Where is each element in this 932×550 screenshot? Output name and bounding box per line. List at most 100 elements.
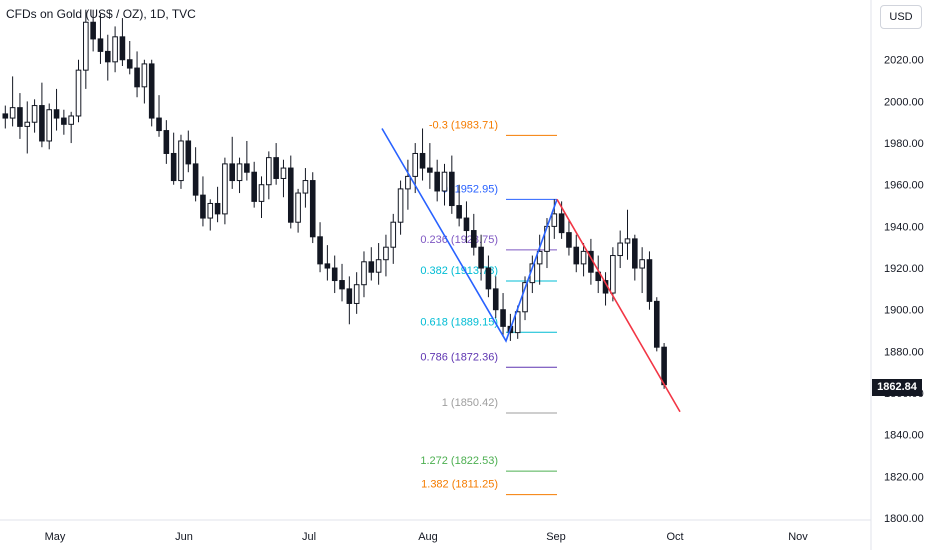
- candle-body: [478, 246, 484, 269]
- price-tick-label: 2020.00: [884, 55, 924, 67]
- candle: [75, 59, 82, 123]
- candle: [163, 120, 170, 164]
- candle-body: [39, 105, 45, 142]
- candle: [39, 82, 45, 148]
- candle-body: [470, 230, 477, 248]
- candle: [624, 209, 631, 260]
- candle: [500, 293, 506, 337]
- fib-retracement: -0.3 (1983.71) 0 (1952.95) 0.236 (1928.75)…: [420, 119, 557, 496]
- candle: [302, 168, 309, 208]
- candle: [90, 9, 96, 52]
- candle: [375, 243, 382, 285]
- candle: [617, 230, 623, 269]
- candle-body: [368, 261, 375, 273]
- candle-body: [353, 284, 360, 304]
- candle: [236, 157, 243, 194]
- price-tick-label: 1820.00: [884, 471, 924, 483]
- candle-body: [580, 250, 587, 265]
- candle: [580, 243, 587, 277]
- time-tick-label: Nov: [788, 531, 808, 543]
- candle-body: [536, 250, 543, 265]
- candle-body: [61, 117, 67, 125]
- candle-body: [24, 121, 31, 127]
- candle: [536, 234, 543, 285]
- candle-body: [119, 36, 126, 61]
- candle-body: [463, 217, 470, 232]
- currency-button[interactable]: USD: [880, 5, 922, 29]
- candle: [566, 220, 572, 256]
- candle: [434, 159, 440, 202]
- trend-lines: [381, 128, 681, 413]
- candle: [53, 88, 60, 131]
- time-tick-label: Jul: [302, 531, 316, 543]
- candle: [427, 143, 433, 189]
- candle-body: [90, 21, 96, 40]
- candle-body: [412, 152, 419, 177]
- price-tick-label: 1980.00: [884, 138, 924, 150]
- fib-level-label: 0.236 (1928.75): [420, 234, 498, 246]
- time-tick-label: Sep: [546, 531, 566, 543]
- candle: [463, 201, 470, 244]
- candle: [324, 245, 331, 281]
- candle-body: [617, 242, 623, 257]
- candle-body: [75, 69, 82, 117]
- candle: [610, 247, 616, 302]
- candle: [485, 255, 492, 298]
- price-tick-label: 1800.00: [884, 513, 924, 525]
- candle: [632, 234, 638, 281]
- candle: [17, 93, 23, 139]
- candle-body: [514, 311, 521, 334]
- candle-body: [104, 50, 111, 63]
- price-tick-label: 1940.00: [884, 221, 924, 233]
- candle-body: [46, 109, 53, 142]
- price-tick-label: 1920.00: [884, 263, 924, 275]
- candle: [273, 143, 279, 185]
- candle-body: [522, 282, 528, 313]
- candle: [229, 136, 236, 189]
- candle-body: [273, 157, 279, 179]
- candle-body: [309, 180, 316, 238]
- candle: [309, 172, 316, 244]
- candle: [31, 99, 38, 133]
- candle-body: [632, 238, 638, 269]
- candle: [595, 255, 602, 294]
- candle-body: [383, 246, 389, 261]
- candle: [339, 263, 345, 302]
- candle: [405, 159, 411, 210]
- candle: [383, 234, 389, 277]
- candle: [258, 176, 265, 219]
- price-tick-label: 2000.00: [884, 96, 924, 108]
- candle-body: [390, 221, 397, 248]
- candle: [492, 276, 499, 319]
- candle: [2, 105, 9, 129]
- candle: [449, 155, 455, 214]
- candle-body: [229, 163, 236, 182]
- candle-body: [112, 36, 118, 63]
- candle: [244, 140, 250, 181]
- time-axis: May Jun Jul Aug Sep Oct Nov: [45, 531, 809, 543]
- candlestick-series: [2, 9, 667, 389]
- candle: [207, 199, 214, 231]
- price-tick-label: 1960.00: [884, 180, 924, 192]
- candle-body: [624, 238, 631, 244]
- price-tick-label: 1900.00: [884, 305, 924, 317]
- candle-body: [317, 236, 323, 265]
- candle: [141, 59, 148, 104]
- candle-body: [397, 188, 404, 223]
- candle-body: [148, 63, 155, 119]
- candle: [522, 276, 528, 321]
- candle: [170, 132, 177, 185]
- blue-trend-line: [381, 128, 558, 343]
- candle-body: [500, 309, 506, 327]
- candle-body: [17, 107, 23, 127]
- candle: [353, 272, 360, 314]
- candle-body: [280, 167, 287, 179]
- candle: [148, 59, 155, 127]
- candle-body: [646, 259, 653, 302]
- candle-body: [287, 167, 294, 223]
- candle: [9, 76, 16, 127]
- candle: [470, 213, 477, 256]
- candle: [346, 276, 353, 325]
- candle-body: [68, 115, 74, 125]
